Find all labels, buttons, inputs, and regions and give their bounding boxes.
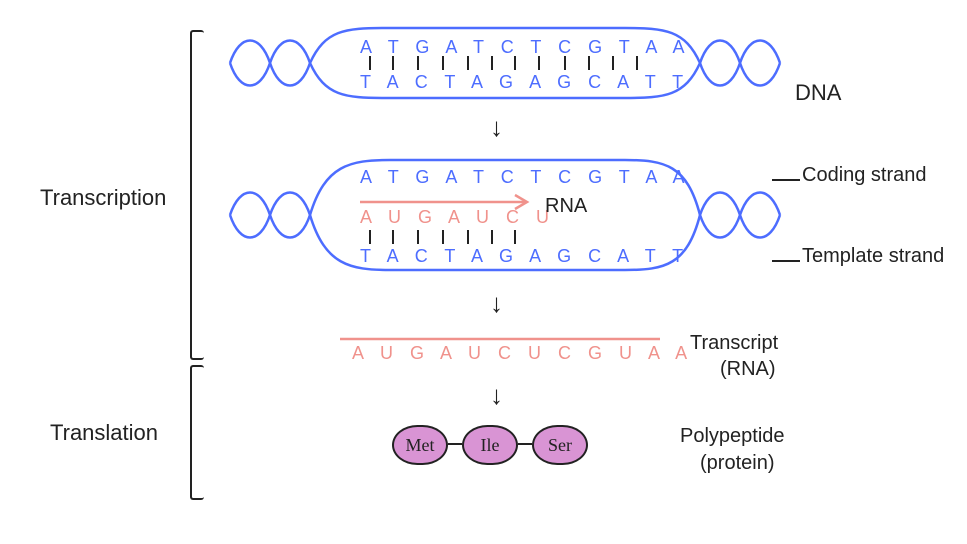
- transcript-line: [340, 336, 660, 342]
- template-strand-seq: T A C T A G A G C A T T: [360, 246, 689, 267]
- arrow-down-2: ↓: [490, 288, 503, 319]
- polypeptide-sub-label: (protein): [700, 452, 774, 475]
- amino-link-2: [518, 443, 532, 445]
- template-strand-connector: [772, 256, 802, 266]
- dna-coding-seq-top: A T G A T C T C G T A A: [360, 37, 690, 58]
- amino-ile: Ile: [462, 425, 518, 465]
- coding-strand-seq: A T G A T C T C G T A A: [360, 167, 690, 188]
- transcript-label: Transcript: [690, 332, 778, 355]
- amino-met: Met: [392, 425, 448, 465]
- coding-strand-label: Coding strand: [802, 164, 927, 187]
- translation-label: Translation: [50, 420, 158, 446]
- arrow-down-3: ↓: [490, 380, 503, 411]
- bracket-translation: [190, 365, 204, 500]
- polypeptide-chain: Met Ile Ser: [392, 425, 588, 465]
- polypeptide-label: Polypeptide: [680, 425, 785, 448]
- dna-helix-top: [225, 18, 785, 108]
- bracket-transcription: [190, 30, 204, 360]
- transcription-label: Transcription: [40, 185, 166, 211]
- dna-label: DNA: [795, 80, 841, 106]
- amino-ser: Ser: [532, 425, 588, 465]
- coding-strand-connector: [772, 175, 802, 185]
- rna-short-label: RNA: [545, 195, 587, 218]
- template-strand-label: Template strand: [802, 245, 944, 268]
- transcript-sub-label: (RNA): [720, 358, 776, 381]
- amino-link-1: [448, 443, 462, 445]
- transcript-seq: A U G A U C U C G U A A: [352, 343, 693, 364]
- rna-partial-seq: A U G A U C U: [360, 207, 555, 228]
- arrow-down-1: ↓: [490, 112, 503, 143]
- dna-template-seq-top: T A C T A G A G C A T T: [360, 72, 689, 93]
